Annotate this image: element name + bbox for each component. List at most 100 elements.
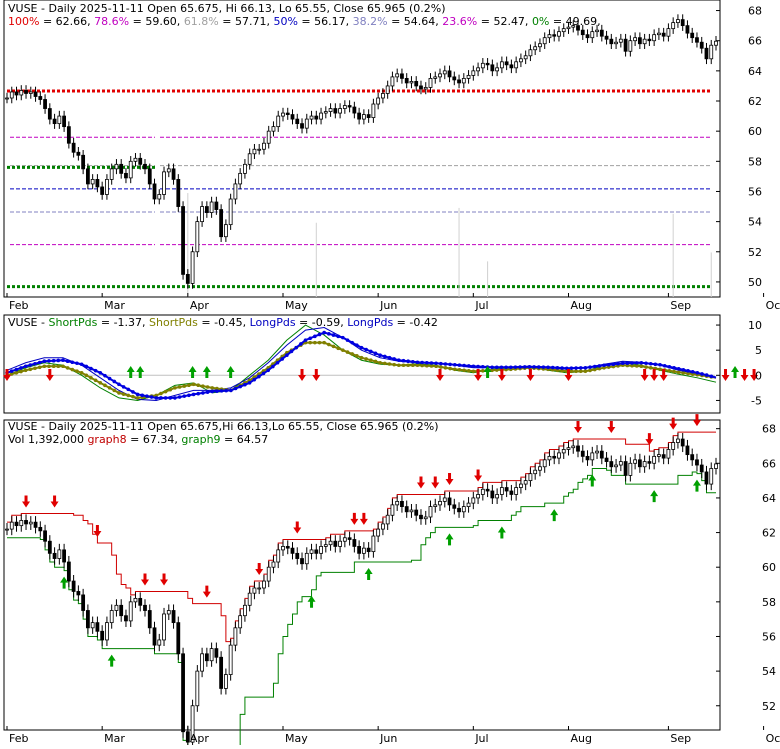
- price-x-tick-label-5: Jul: [474, 732, 488, 745]
- price-header-part-0: VUSE - Daily 2025-11-11 Open 65.675,Hi 6…: [8, 420, 439, 433]
- osc-down-arrow-0: [3, 369, 11, 381]
- price-candle-body-15: [76, 591, 81, 596]
- osc-long-slow-line-dot-4-2: [89, 366, 93, 371]
- fib-candle-body-149: [714, 40, 718, 46]
- osc-long-slow-line-dot-3-3: [75, 361, 79, 366]
- osc-long-slow-line-dot-33-1: [625, 361, 630, 365]
- osc-long-slow-line-dot-27-3: [522, 365, 527, 369]
- osc-short-slow-line-dot-34-1: [644, 365, 648, 369]
- price-candle-body-115: [552, 455, 557, 459]
- osc-long-slow-line-dot-29-0: [546, 365, 550, 370]
- osc-short-slow-line-dot-8-2: [163, 389, 168, 394]
- price-candle-body-128: [614, 464, 618, 468]
- price-y-tick-label-1: 66: [762, 457, 776, 470]
- osc-long-slow-line-dot-13-0: [247, 381, 252, 385]
- fib-candle-body-133: [637, 37, 642, 45]
- osc-long-slow-line-dot-25-2: [480, 364, 485, 369]
- fib-x-tick-label-1: Mar: [104, 299, 125, 312]
- fib-x-tick-label-6: Aug: [570, 299, 591, 312]
- osc-short-slow-line-dot-17-1: [327, 342, 331, 347]
- fib-candle-body-47: [228, 198, 233, 226]
- fib-y-tick-label-4: 60: [748, 125, 762, 138]
- osc-short-slow-line-dot-19-3: [373, 359, 378, 364]
- fib-candle-body-105: [504, 61, 509, 66]
- osc-short-slow-line-dot-4-2: [89, 376, 93, 380]
- osc-long-slow-line-dot-16-1: [308, 336, 312, 341]
- fib-y-tick-label-1: 66: [748, 35, 762, 48]
- fib-candle-body-118: [566, 26, 571, 30]
- osc-short-slow-line-dot-24-1: [457, 367, 462, 372]
- fib-candle-body-87: [419, 85, 423, 90]
- osc-long-slow-line-dot-32-1: [606, 362, 611, 367]
- price-x-tick-label-8: Oct: [766, 732, 780, 745]
- fib-candle-body-0: [5, 97, 9, 100]
- osc-short-slow-line-dot-3-1: [65, 366, 70, 370]
- osc-short-slow-line-dot-20-3: [392, 362, 396, 367]
- osc-short-slow-line-dot-30-2: [574, 369, 578, 374]
- price-candle-body-129: [618, 461, 623, 466]
- price-candle-body-148: [709, 468, 714, 485]
- osc-long-slow-line-dot-11-1: [215, 389, 219, 393]
- price-candle-body-98: [471, 497, 476, 504]
- price-candle-body-108: [519, 483, 523, 488]
- fib-candle-body-37: [181, 206, 185, 275]
- osc-long-slow-line-dot-9-3: [187, 393, 191, 398]
- fib-candle-body-21: [105, 179, 109, 195]
- osc-long-slow-line-dot-4-3: [93, 368, 98, 373]
- osc-short-slow-line-dot-29-3: [560, 368, 564, 373]
- fib-candle-body-64: [309, 115, 314, 120]
- osc-long-slow-line-dot-1-3: [37, 360, 42, 365]
- osc-short-slow-line-dot-5-0: [98, 381, 103, 385]
- fib-candle-body-75: [361, 114, 366, 120]
- osc-long-slow-line-dot-32-3: [616, 361, 620, 366]
- fib-panel-x-axis: FebMarAprMayJunJulAugSepOctNov: [6, 293, 780, 312]
- price-candle-body-111: [533, 469, 538, 475]
- osc-y-tick-label-1: 5: [755, 344, 762, 357]
- osc-short-slow-line-dot-5-1: [103, 383, 107, 388]
- fib-candle-body-77: [371, 103, 376, 118]
- price-candle-body-120: [576, 445, 580, 452]
- fib-legend-value-5: = 52.47,: [477, 15, 532, 28]
- price-candle-body-136: [652, 455, 657, 464]
- osc-long-slow-line-dot-7-0: [135, 392, 140, 397]
- fib-candle-body-84: [404, 77, 409, 84]
- osc-down-arrow-5: [474, 369, 483, 381]
- price-candle-body-80: [385, 514, 390, 525]
- price-candle-body-26: [128, 601, 133, 622]
- price-candle-body-51: [247, 592, 252, 606]
- osc-long-slow-line-dot-3-0: [61, 358, 65, 363]
- osc-short-slow-line-dot-18-2: [350, 352, 354, 356]
- fib-candle-body-30: [147, 168, 152, 185]
- osc-long-slow-line-dot-2-2: [51, 358, 56, 363]
- price-down-arrow-7: [293, 521, 302, 534]
- fib-candle-body-99: [476, 67, 480, 72]
- osc-long-slow-line-dot-26-0: [490, 365, 494, 370]
- osc-long-slow-line-dot-10-3: [205, 390, 210, 394]
- price-candle-body-126: [604, 457, 609, 462]
- fib-candle-body-88: [423, 87, 428, 90]
- price-candle-body-99: [476, 494, 480, 499]
- osc-long-slow-line-dot-16-0: [303, 338, 308, 342]
- fib-candle-body-60: [290, 114, 295, 120]
- price-down-arrow-14: [574, 421, 583, 434]
- price-candle-body-119: [571, 445, 576, 449]
- price-y-tick-label-5: 58: [762, 596, 776, 609]
- osc-short-slow-line-dot-11-0: [210, 386, 215, 390]
- fib-candle-body-124: [595, 29, 599, 33]
- osc-short-slow-line-dot-21-3: [411, 363, 415, 368]
- osc-short-slow-line-dot-36-0: [676, 370, 681, 375]
- osc-short-slow-line-dot-4-3: [93, 378, 98, 383]
- price-candle-body-14: [71, 580, 76, 592]
- fib-candle-body-46: [223, 224, 228, 238]
- osc-long-slow-line-dot-18-1: [345, 338, 350, 342]
- osc-long-slow-line-dot-23-3: [448, 362, 452, 367]
- price-candle-body-137: [656, 454, 661, 457]
- osc-y-tick-label-2: 0: [755, 369, 762, 382]
- price-candle-body-59: [285, 546, 290, 549]
- price-candle-body-112: [538, 466, 542, 471]
- osc-long-slow-line-dot-6-3: [131, 390, 135, 394]
- osc-header-part-1: ShortPds: [48, 316, 97, 329]
- osc-short-slow-line-dot-17-0: [322, 340, 326, 345]
- price-candle-body-31: [152, 627, 157, 646]
- fib-candle-body-142: [680, 19, 685, 27]
